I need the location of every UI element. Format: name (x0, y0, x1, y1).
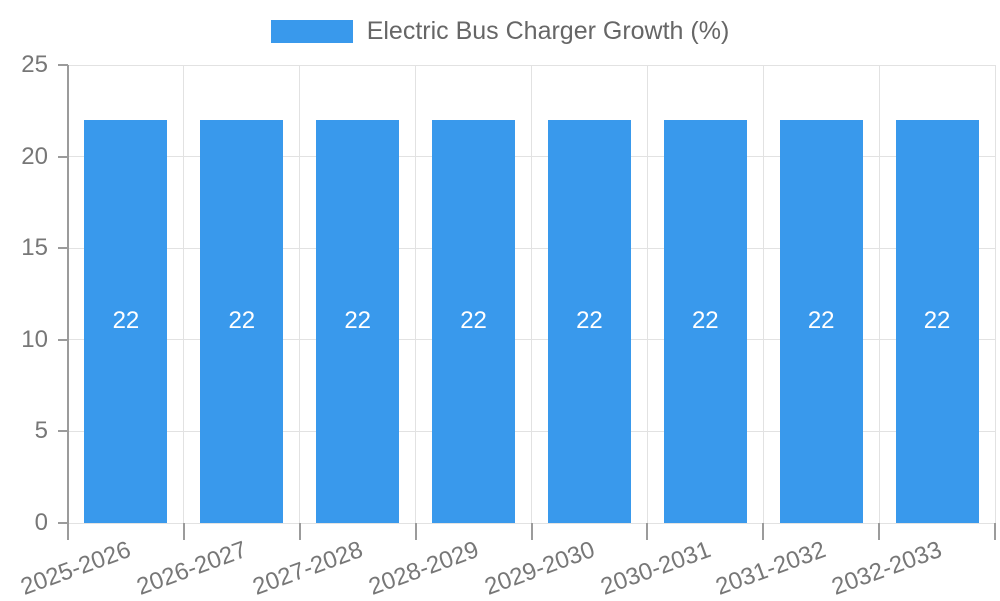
x-axis-tick (646, 523, 649, 540)
gridline-vertical (183, 65, 185, 523)
y-axis-tick (58, 522, 68, 524)
y-tick-label: 5 (34, 417, 48, 445)
bar[interactable] (84, 119, 168, 523)
legend[interactable]: Electric Bus Charger Growth (%) (0, 19, 1000, 44)
bar-value-label: 22 (460, 307, 487, 335)
y-axis-tick (58, 338, 68, 341)
y-axis-tick (58, 64, 68, 66)
x-tick-label-text: 2031-2032 (712, 536, 830, 601)
x-tick-label-text: 2025-2026 (17, 536, 135, 601)
x-tick-label-text: 2027-2028 (249, 536, 367, 601)
x-axis-tick (878, 523, 881, 540)
x-axis-tick (762, 523, 765, 540)
y-tick-label: 20 (21, 142, 48, 170)
bar[interactable] (200, 119, 284, 523)
bar-value-label: 22 (807, 307, 835, 335)
legend-label: Electric Bus Charger Growth (%) (366, 17, 730, 45)
x-tick-label-text: 2030-2031 (596, 536, 714, 601)
gridline-vertical (531, 65, 532, 523)
gridline-vertical (994, 65, 996, 523)
x-tick-label-text: 2032-2033 (828, 536, 946, 601)
y-tick-label: 15 (21, 234, 48, 262)
x-tick-label-text: 2026-2027 (133, 536, 251, 601)
bar-value-label: 22 (344, 307, 372, 335)
gridline-vertical (415, 65, 417, 523)
bar-value-label: 22 (576, 307, 603, 335)
bar[interactable] (316, 119, 400, 523)
x-tick-label-text: 2029-2030 (480, 536, 598, 601)
gridline-vertical (878, 65, 880, 523)
bar-value-label: 22 (691, 307, 719, 335)
gridline-vertical (646, 65, 648, 523)
bar[interactable] (663, 119, 747, 523)
x-axis-tick (182, 523, 185, 540)
y-tick-label: 10 (21, 325, 48, 353)
y-tick-label: 25 (21, 51, 48, 78)
y-axis-tick (58, 155, 68, 158)
gridline-vertical (762, 65, 764, 523)
y-axis-tick (58, 247, 68, 250)
x-axis-tick (994, 523, 996, 540)
x-tick-label-text: 2028-2029 (365, 536, 483, 601)
bar[interactable] (432, 119, 516, 523)
bar[interactable] (547, 119, 631, 523)
x-axis-tick (414, 523, 417, 540)
y-axis-line (67, 65, 69, 540)
x-axis-tick (530, 523, 533, 540)
gridline-vertical (299, 65, 301, 523)
bar-value-label: 22 (228, 307, 256, 335)
y-tick-label: 0 (34, 509, 48, 536)
y-axis-tick (58, 430, 68, 433)
legend-swatch-icon[interactable] (270, 20, 353, 43)
x-axis-tick (298, 523, 301, 540)
bar-value-label: 22 (112, 307, 140, 335)
bar-value-label: 22 (923, 307, 951, 335)
bar[interactable] (895, 119, 979, 523)
bar[interactable] (779, 119, 863, 523)
